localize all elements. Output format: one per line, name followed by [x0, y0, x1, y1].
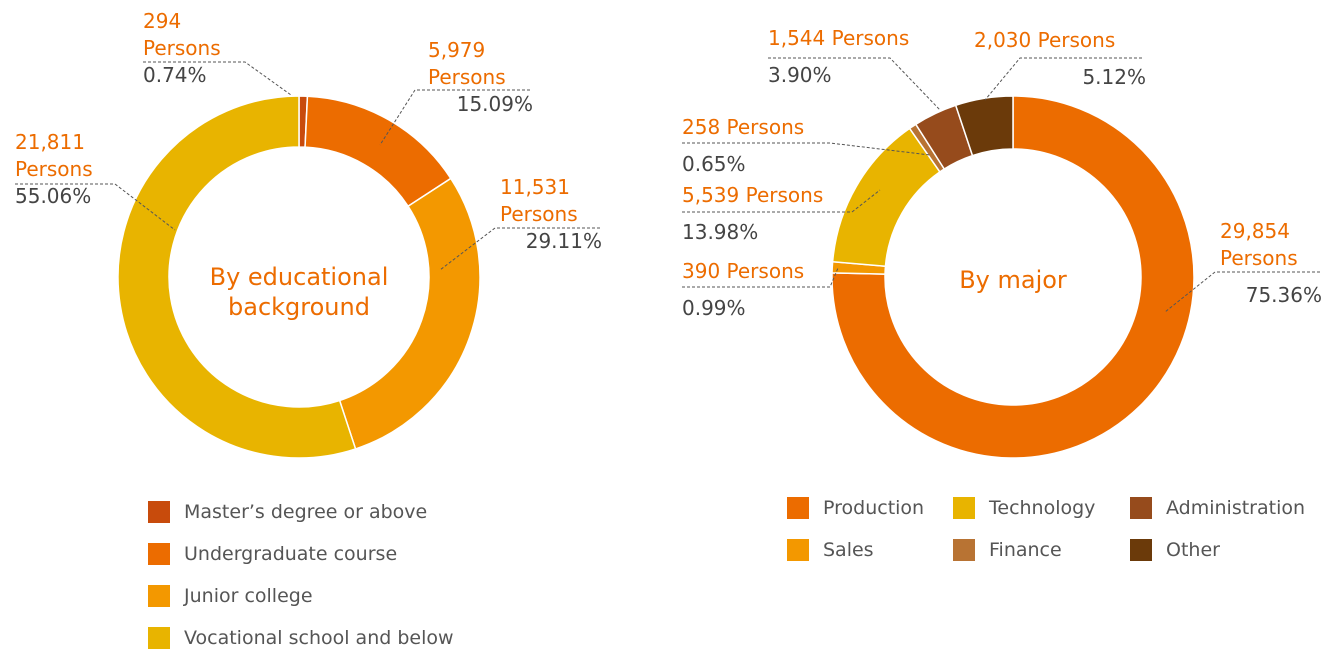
- leader-line: [1164, 271, 1320, 313]
- percent-label: 0.74%: [143, 63, 207, 87]
- count-label: 294 Persons: [143, 9, 221, 60]
- count-label: 11,531 Persons: [500, 175, 578, 226]
- leader-line: [439, 227, 600, 271]
- donut-slice: [117, 95, 357, 459]
- legend-swatch: [787, 497, 809, 519]
- count-label: 5,539 Persons: [682, 183, 824, 207]
- legend-label: Other: [1166, 539, 1220, 561]
- legend-swatch: [953, 497, 975, 519]
- legend-item: Administration: [1130, 497, 1305, 519]
- legend-label: Master’s degree or above: [184, 501, 428, 523]
- data-label: 258 Persons 0.65%: [682, 114, 857, 178]
- legend-swatch: [148, 627, 170, 649]
- leader-line: [682, 189, 881, 213]
- legend-swatch: [1130, 497, 1152, 519]
- leader-line: [984, 57, 1142, 101]
- percent-label: 29.11%: [525, 229, 602, 253]
- percent-label: 0.65%: [682, 152, 746, 176]
- percent-label: 3.90%: [768, 63, 832, 87]
- percent-label: 75.36%: [1245, 283, 1322, 307]
- legend-item: Undergraduate course: [148, 543, 397, 565]
- legend-label: Administration: [1166, 497, 1306, 519]
- percent-label: 5.12%: [1082, 65, 1146, 89]
- leader-line: [15, 183, 176, 231]
- count-label: 29,854 Persons: [1220, 219, 1298, 270]
- legend-item: Sales: [787, 539, 874, 561]
- legend-label: Production: [823, 497, 925, 519]
- donut-slice: [831, 95, 1195, 459]
- legend-item: Other: [1130, 539, 1220, 561]
- center-label: By educational background: [209, 263, 389, 321]
- data-label: 294 Persons 0.74%: [143, 8, 253, 89]
- legend-item: Finance: [953, 539, 1062, 561]
- legend-label: Junior college: [184, 585, 313, 607]
- data-label: 2,030 Persons 5.12%: [974, 27, 1146, 91]
- leader-line: [379, 89, 530, 146]
- legend-item: Vocational school and below: [148, 627, 454, 649]
- donut-slice: [954, 95, 1014, 157]
- leader-line: [143, 61, 299, 101]
- percent-label: 55.06%: [15, 184, 92, 208]
- legend-swatch: [148, 543, 170, 565]
- data-label: 29,854 Persons 75.36%: [1220, 218, 1322, 309]
- count-label: 5,979 Persons: [428, 38, 506, 89]
- count-label: 2,030 Persons: [974, 28, 1116, 52]
- data-label: 11,531 Persons 29.11%: [500, 174, 602, 255]
- count-label: 21,811 Persons: [15, 130, 93, 181]
- leader-line: [682, 142, 931, 156]
- legend-label: Undergraduate course: [184, 543, 398, 565]
- count-label: 390 Persons: [682, 259, 805, 283]
- leader-line: [768, 57, 941, 111]
- data-label: 5,539 Persons 13.98%: [682, 182, 857, 246]
- leader-line: [682, 267, 839, 288]
- legend-swatch: [148, 585, 170, 607]
- percent-label: 15.09%: [456, 92, 533, 116]
- count-label: 258 Persons: [682, 115, 805, 139]
- data-label: 5,979 Persons 15.09%: [428, 37, 533, 118]
- count-label: 1,544 Persons: [768, 26, 910, 50]
- legend-swatch: [953, 539, 975, 561]
- legend-label: Finance: [989, 539, 1062, 561]
- legend-item: Junior college: [148, 585, 313, 607]
- legend-swatch: [1130, 539, 1152, 561]
- legend-label: Technology: [989, 497, 1096, 519]
- center-label: By major: [959, 266, 1067, 294]
- data-label: 21,811 Persons 55.06%: [15, 129, 125, 210]
- percent-label: 13.98%: [682, 220, 759, 244]
- legend-item: Master’s degree or above: [148, 501, 427, 523]
- legend-item: Production: [787, 497, 924, 519]
- legend-label: Vocational school and below: [184, 627, 454, 649]
- percent-label: 0.99%: [682, 296, 746, 320]
- legend-swatch: [787, 539, 809, 561]
- data-label: 390 Persons 0.99%: [682, 258, 857, 322]
- legend-label: Sales: [823, 539, 874, 561]
- legend-swatch: [148, 501, 170, 523]
- legend-item: Technology: [953, 497, 1095, 519]
- data-label: 1,544 Persons 3.90%: [768, 25, 943, 89]
